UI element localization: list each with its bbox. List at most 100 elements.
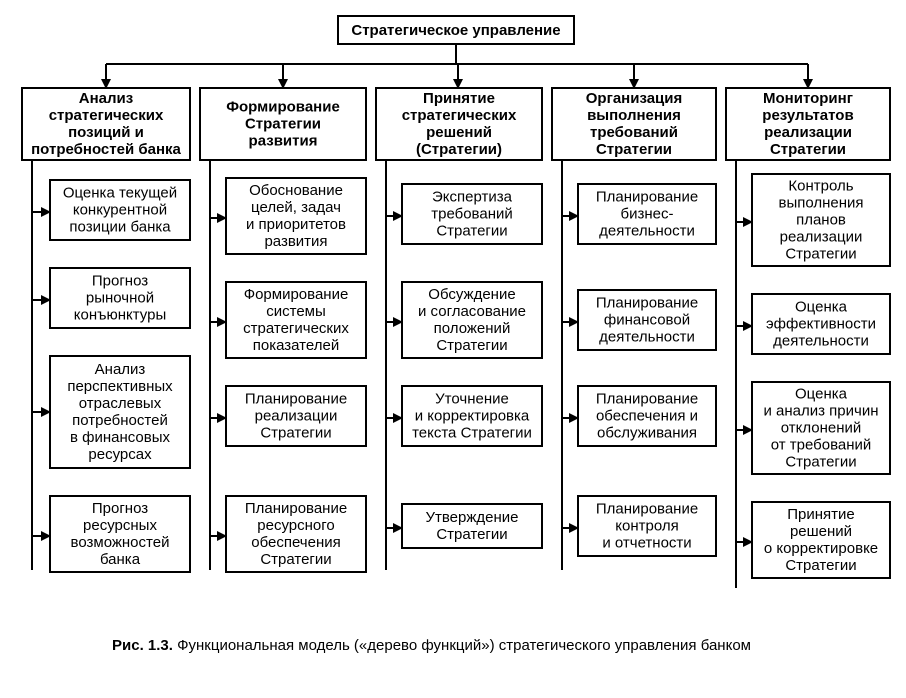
svg-text:положений: положений xyxy=(434,320,511,337)
item-text-col4-2: Планированиеобеспечения иобслуживания xyxy=(596,391,698,442)
svg-text:Анализ: Анализ xyxy=(95,361,146,378)
item-text-col3-0: ЭкспертизатребованийСтратегии xyxy=(431,189,513,240)
svg-text:перспективных: перспективных xyxy=(67,378,173,395)
svg-text:Экспертиза: Экспертиза xyxy=(432,189,513,206)
svg-text:Стратегии: Стратегии xyxy=(436,223,507,240)
svg-text:целей, задач: целей, задач xyxy=(251,199,341,216)
svg-text:Обоснование: Обоснование xyxy=(249,182,343,199)
svg-text:Планирование: Планирование xyxy=(245,391,347,408)
svg-text:деятельности: деятельности xyxy=(599,223,695,240)
svg-text:и корректировка: и корректировка xyxy=(415,408,530,425)
svg-text:Оценка текущей: Оценка текущей xyxy=(63,185,177,202)
svg-text:и отчетности: и отчетности xyxy=(602,535,691,552)
svg-text:финансовой: финансовой xyxy=(604,312,690,329)
svg-text:Мониторинг: Мониторинг xyxy=(763,90,853,107)
svg-text:Принятие: Принятие xyxy=(423,90,495,107)
svg-text:Организация: Организация xyxy=(586,90,683,107)
svg-text:Утверждение: Утверждение xyxy=(425,509,518,526)
svg-text:развития: развития xyxy=(249,133,318,150)
svg-text:Стратегии: Стратегии xyxy=(785,454,856,471)
svg-text:решений: решений xyxy=(426,124,492,141)
svg-text:реализации: реализации xyxy=(780,229,863,246)
svg-text:отклонений: отклонений xyxy=(781,420,862,437)
svg-text:Оценка: Оценка xyxy=(795,299,848,316)
svg-text:Стратегии: Стратегии xyxy=(785,557,856,574)
svg-text:возможностей: возможностей xyxy=(71,534,170,551)
header-text-col5: МониторингрезультатовреализацииСтратегии xyxy=(762,90,853,158)
svg-text:Формирование: Формирование xyxy=(226,99,340,116)
item-text-col2-1: Формированиесистемыстратегическихпоказат… xyxy=(243,286,349,354)
svg-text:Стратегии: Стратегии xyxy=(436,337,507,354)
svg-text:деятельности: деятельности xyxy=(599,329,695,346)
svg-text:деятельности: деятельности xyxy=(773,333,869,350)
svg-text:Планирование: Планирование xyxy=(596,501,698,518)
svg-text:развития: развития xyxy=(264,233,327,250)
figure-caption: Рис. 1.3. Функциональная модель («дерево… xyxy=(112,637,751,654)
svg-text:текста Стратегии: текста Стратегии xyxy=(412,425,532,442)
svg-text:Стратегии: Стратегии xyxy=(436,526,507,543)
svg-text:стратегических: стратегических xyxy=(243,320,349,337)
svg-text:системы: системы xyxy=(266,303,326,320)
svg-text:Стратегии: Стратегии xyxy=(785,246,856,263)
svg-text:Оценка: Оценка xyxy=(795,386,848,403)
svg-text:реализации: реализации xyxy=(255,408,338,425)
svg-text:Планирование: Планирование xyxy=(245,500,347,517)
svg-text:от требований: от требований xyxy=(771,437,872,454)
svg-text:Уточнение: Уточнение xyxy=(435,391,509,408)
svg-text:ресурсах: ресурсах xyxy=(88,446,152,463)
item-text-col3-3: УтверждениеСтратегии xyxy=(425,509,518,543)
svg-text:Принятие: Принятие xyxy=(787,506,855,523)
svg-text:обеспечения и: обеспечения и xyxy=(596,408,698,425)
svg-text:стратегических: стратегических xyxy=(49,107,164,124)
svg-text:конкурентной: конкурентной xyxy=(73,202,167,219)
svg-text:Стратегии: Стратегии xyxy=(245,116,321,133)
svg-text:(Стратегии): (Стратегии) xyxy=(416,141,502,158)
svg-text:Стратегии: Стратегии xyxy=(260,551,331,568)
svg-text:и приоритетов: и приоритетов xyxy=(246,216,346,233)
svg-text:Стратегии: Стратегии xyxy=(596,141,672,158)
svg-text:Планирование: Планирование xyxy=(596,391,698,408)
svg-text:потребностей банка: потребностей банка xyxy=(31,141,181,158)
svg-text:Контроль: Контроль xyxy=(788,178,853,195)
header-text-col4: ОрганизациявыполнениятребованийСтратегии xyxy=(586,90,683,158)
svg-text:обеспечения: обеспечения xyxy=(251,534,341,551)
root-label: Стратегическое управление xyxy=(351,22,560,39)
svg-text:реализации: реализации xyxy=(764,124,852,141)
svg-text:Формирование: Формирование xyxy=(244,286,349,303)
flowchart-svg: Стратегическое управлениеАнализстратегич… xyxy=(0,0,906,698)
svg-text:конъюнктуры: конъюнктуры xyxy=(74,307,167,324)
svg-text:решений: решений xyxy=(790,523,852,540)
svg-text:бизнес-: бизнес- xyxy=(621,206,674,223)
svg-text:стратегических: стратегических xyxy=(402,107,517,124)
svg-text:и анализ причин: и анализ причин xyxy=(763,403,878,420)
svg-text:выполнения: выполнения xyxy=(587,107,681,124)
svg-text:и согласование: и согласование xyxy=(418,303,526,320)
svg-text:обслуживания: обслуживания xyxy=(597,425,697,442)
svg-text:потребностей: потребностей xyxy=(72,412,168,429)
svg-text:позиции банка: позиции банка xyxy=(69,219,171,236)
svg-text:Обсуждение: Обсуждение xyxy=(428,286,515,303)
svg-text:позиций и: позиций и xyxy=(68,124,144,141)
svg-text:ресурсных: ресурсных xyxy=(83,517,157,534)
svg-text:эффективности: эффективности xyxy=(766,316,876,333)
svg-text:требований: требований xyxy=(431,206,513,223)
svg-text:Стратегии: Стратегии xyxy=(260,425,331,442)
svg-text:в финансовых: в финансовых xyxy=(70,429,171,446)
svg-text:банка: банка xyxy=(100,551,141,568)
item-text-col4-1: Планированиефинансовойдеятельности xyxy=(596,295,698,346)
svg-text:ресурсного: ресурсного xyxy=(257,517,334,534)
svg-text:о корректировке: о корректировке xyxy=(764,540,878,557)
svg-text:контроля: контроля xyxy=(615,518,678,535)
svg-text:Прогноз: Прогноз xyxy=(92,500,148,517)
svg-text:рыночной: рыночной xyxy=(86,290,154,307)
svg-text:Анализ: Анализ xyxy=(79,90,133,107)
svg-text:Планирование: Планирование xyxy=(596,295,698,312)
svg-text:Стратегии: Стратегии xyxy=(770,141,846,158)
svg-text:требований: требований xyxy=(590,124,678,141)
svg-text:показателей: показателей xyxy=(253,337,339,354)
svg-text:результатов: результатов xyxy=(762,107,853,124)
item-text-col1-0: Оценка текущейконкурентнойпозиции банка xyxy=(63,185,177,236)
svg-text:Прогноз: Прогноз xyxy=(92,273,148,290)
svg-text:отраслевых: отраслевых xyxy=(79,395,162,412)
svg-text:Планирование: Планирование xyxy=(596,189,698,206)
